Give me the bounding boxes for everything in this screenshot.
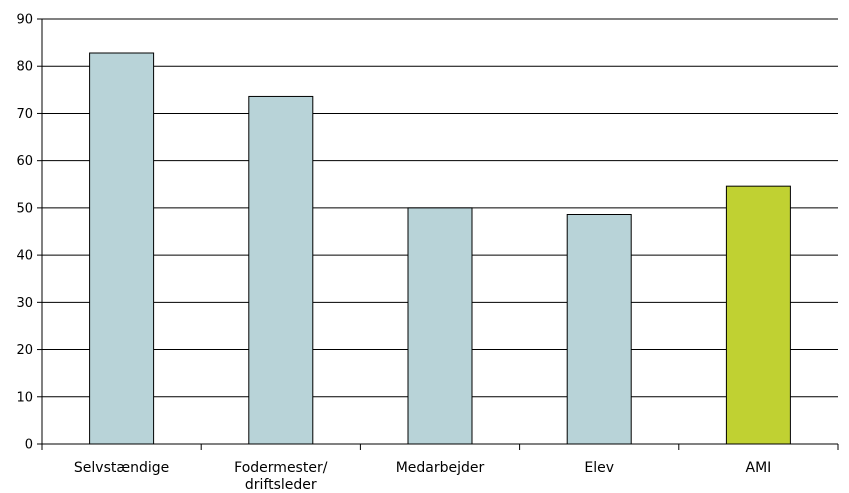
bar [248, 95, 314, 445]
y-tick-label: 20 [16, 343, 33, 358]
y-tick-label: 30 [16, 296, 33, 311]
x-tick-label: Elev [584, 460, 614, 476]
y-tick-label: 60 [16, 154, 33, 169]
y-tick-label: 0 [25, 438, 33, 453]
axes [37, 18, 839, 450]
x-tick-label: Selvstændige [74, 460, 169, 476]
y-tick-label: 90 [16, 13, 33, 28]
x-tick-label: AMI [746, 460, 772, 476]
y-tick-label: 50 [16, 201, 33, 216]
x-tick-label: Medarbejder [396, 460, 485, 476]
bars [89, 52, 791, 445]
x-tick-label: Fodermester/driftsleder [234, 460, 328, 493]
y-tick-label: 10 [16, 390, 33, 405]
bar [89, 52, 155, 445]
bar [725, 185, 791, 445]
y-tick-label: 40 [16, 249, 33, 264]
y-tick-labels: 0 10 20 30 40 50 60 70 80 90 [16, 13, 33, 453]
y-tick-label: 70 [16, 107, 33, 122]
y-tick-label: 80 [16, 60, 33, 75]
bar [566, 214, 632, 445]
x-category-labels: Selvstændige Fodermester/driftsleder Medar… [74, 460, 771, 493]
bar [407, 207, 473, 445]
